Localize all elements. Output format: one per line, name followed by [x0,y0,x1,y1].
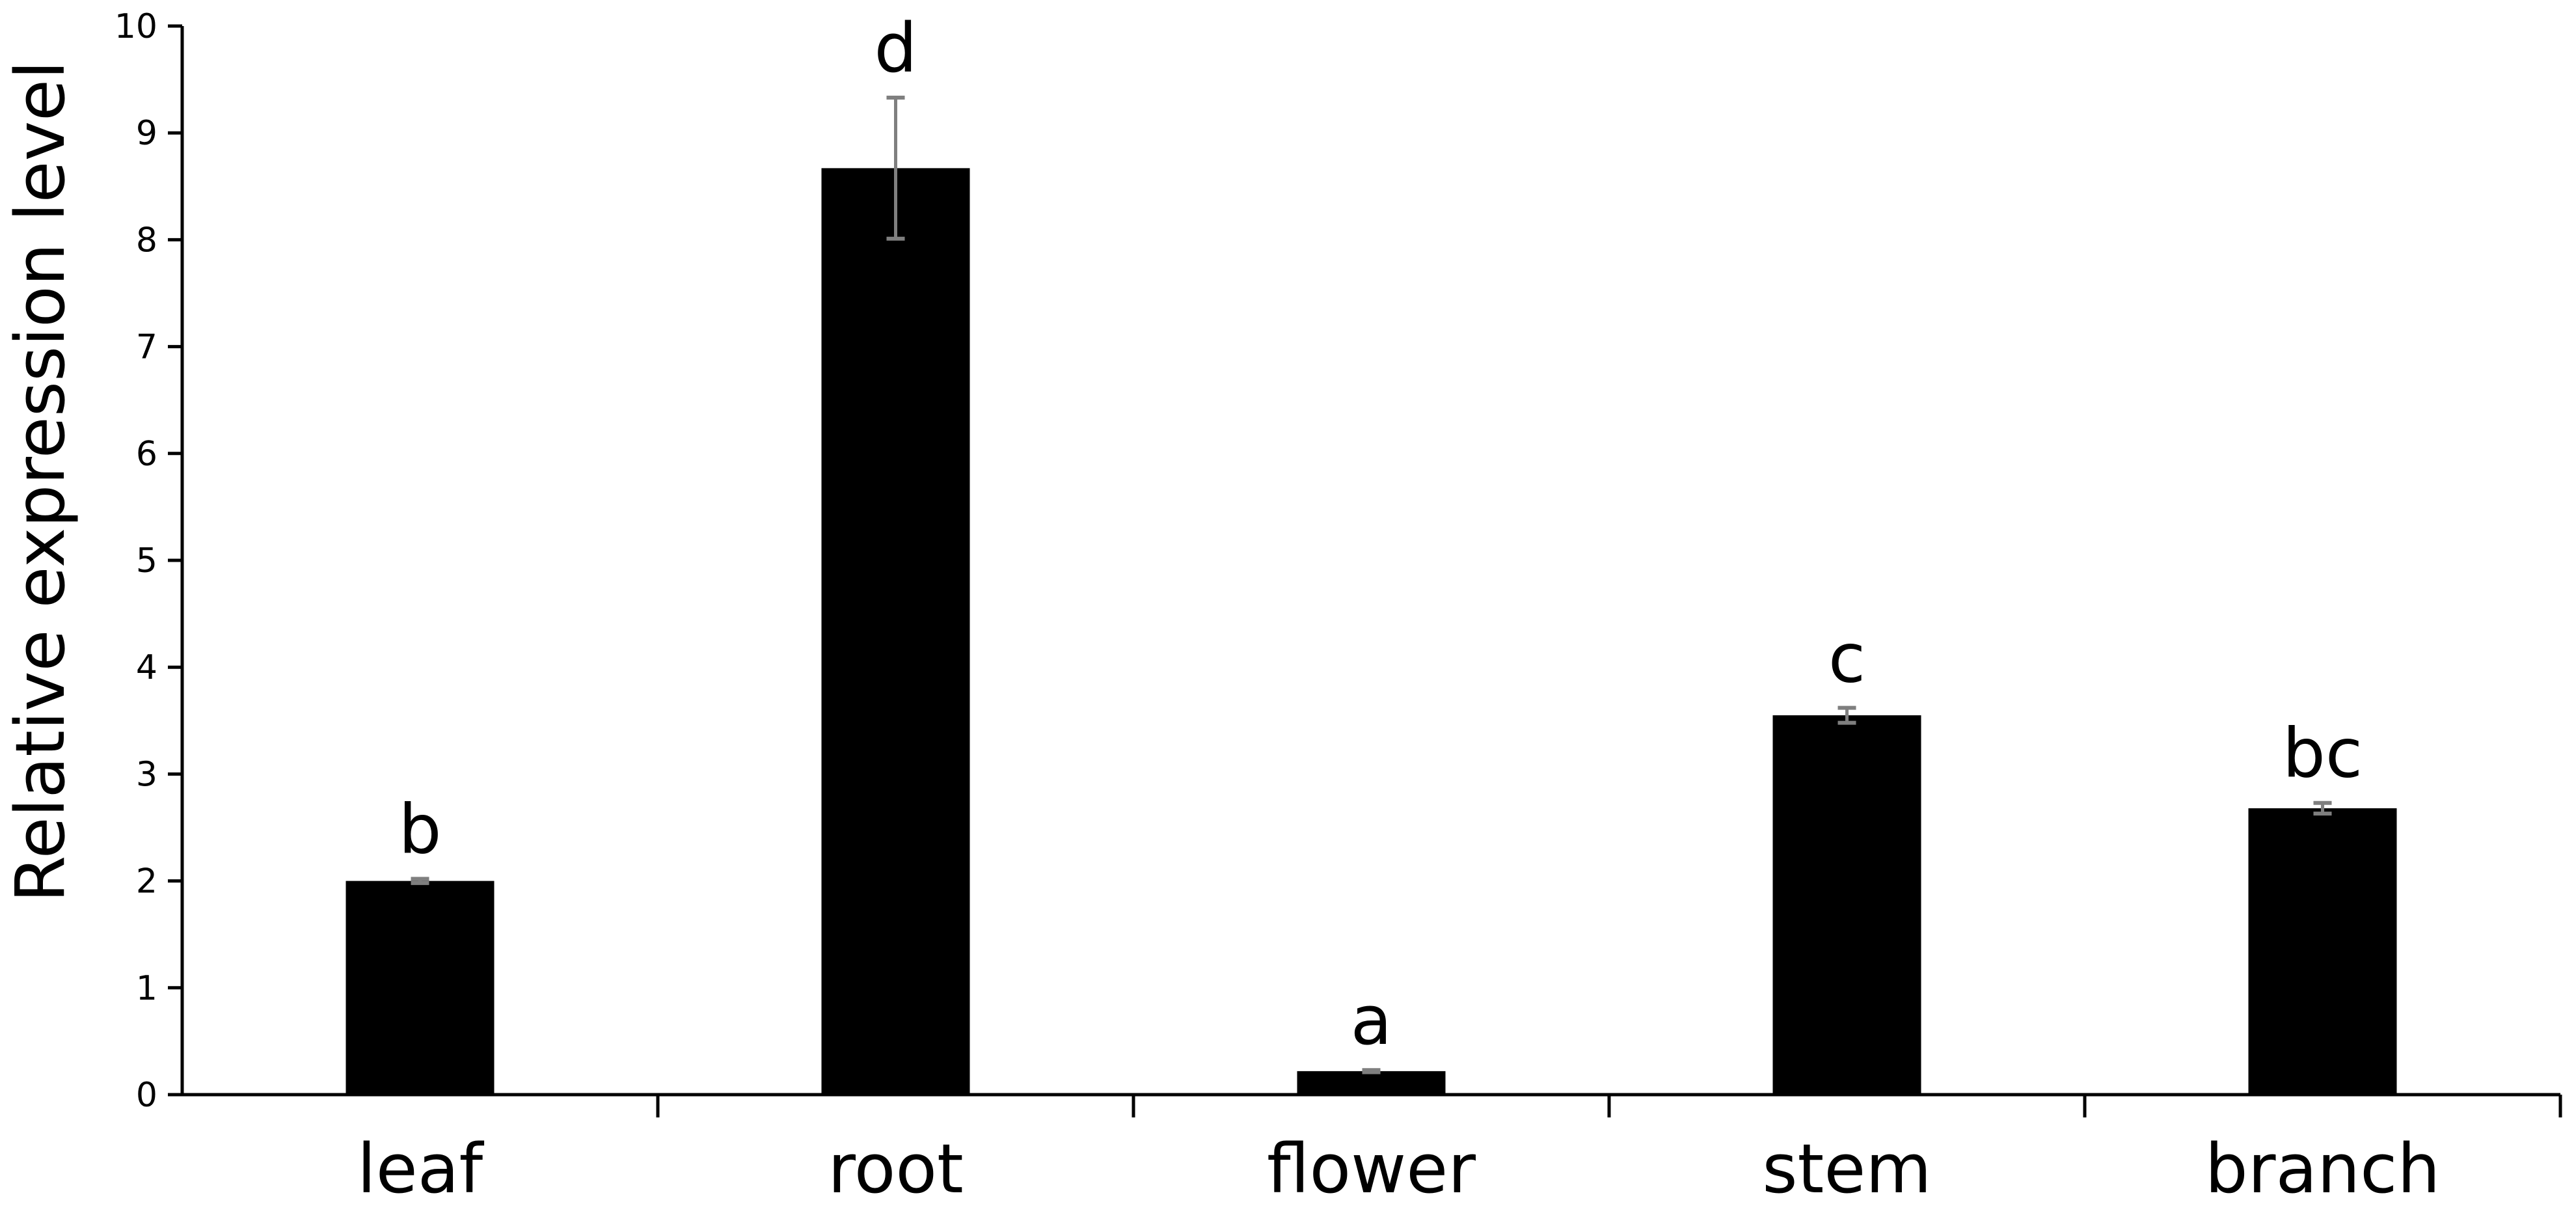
significance-label-stem: c [1828,619,1865,698]
bar-stem [1772,715,1921,1095]
y-tick-label: 1 [136,969,157,1008]
axes: 0 1 2 3 4 5 6 7 8 9 10 [115,7,2562,1117]
y-tick-label: 10 [115,7,157,46]
error-bars [411,96,2332,1074]
x-tick-label-root: root [828,1129,964,1209]
y-tick-label: 3 [136,755,157,794]
significance-label-branch: bc [2283,714,2363,793]
y-axis-title: Relative expression level [1,61,80,903]
x-tick-label-stem: stem [1762,1129,1931,1209]
significance-label-flower: a [1351,981,1392,1060]
x-tick-label-branch: branch [2205,1129,2441,1209]
bar-branch [2248,808,2397,1095]
significance-label-root: d [874,8,917,88]
labels: b leaf d root a flower c stem bc branch [357,8,2440,1209]
y-tick-label: 7 [136,328,157,367]
y-tick-label: 6 [136,435,157,474]
y-tick-label: 2 [136,862,157,901]
y-tick-label: 4 [136,648,157,687]
y-tick-label: 8 [136,221,157,260]
bar-leaf [346,881,495,1095]
significance-label-leaf: b [398,789,441,869]
y-tick-label: 0 [136,1076,157,1115]
bar-root [821,168,970,1095]
bars [346,168,2397,1095]
y-tick-label: 9 [136,114,157,153]
x-tick-label-flower: flower [1267,1129,1476,1209]
x-tick-label-leaf: leaf [357,1129,485,1209]
bar-flower [1297,1071,1446,1095]
y-tick-label: 5 [136,541,157,581]
